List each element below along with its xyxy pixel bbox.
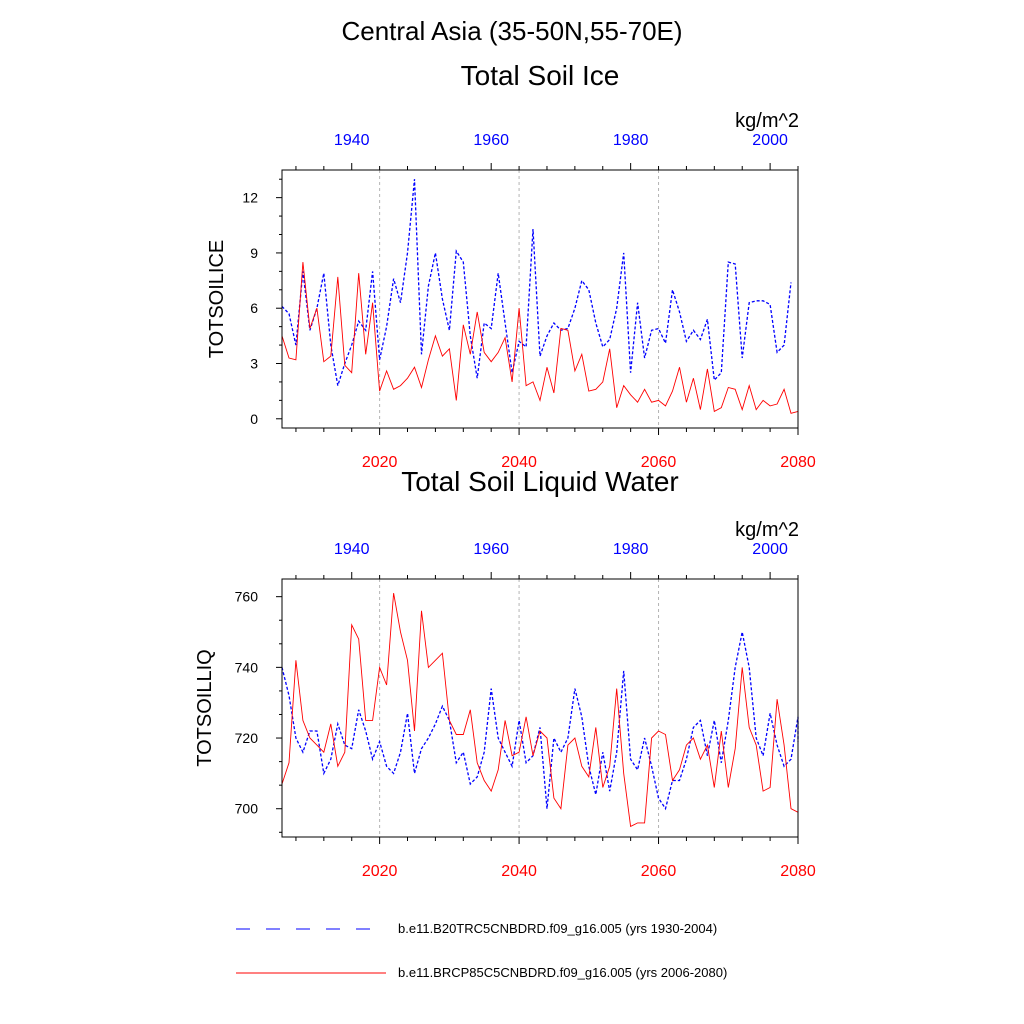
x-top-tick-label: 1960 <box>473 541 509 558</box>
x-top-tick-label: 1960 <box>473 132 509 149</box>
x-top-tick-label: 1980 <box>613 541 649 558</box>
legend-label-future: b.e11.BRCP85C5CNBDRD.f09_g16.005 (yrs 20… <box>398 965 727 980</box>
chart-main-title: Central Asia (35-50N,55-70E) <box>341 16 683 46</box>
panel1-title: Total Soil Ice <box>460 60 620 91</box>
x-top-tick-label: 1980 <box>613 132 649 149</box>
y-axis-title: TOTSOILICE <box>206 240 228 359</box>
panel-1: 0 3 6 9 12 2020 2040 2060 2080 1940 1960 1980 2000kg… <box>206 110 816 471</box>
x-top-tick-label: 2000 <box>752 132 788 149</box>
historical-series-line <box>281 631 799 811</box>
panel2-title: Total Soil Liquid Water <box>401 466 679 497</box>
panel-2: 700 720 740 760 2020 2040 2060 2080 1940 1960 1980… <box>194 519 816 880</box>
x-bottom-tick-label: 2080 <box>780 454 816 471</box>
x-bottom-tick-label: 2060 <box>641 863 677 880</box>
x-top-tick-label: 1940 <box>334 541 370 558</box>
x-bottom-tick-label: 2040 <box>501 863 537 880</box>
x-bottom-tick-label: 2040 <box>501 454 537 471</box>
y-tick-label: 12 <box>242 190 258 206</box>
historical-series-line <box>281 179 792 386</box>
x-bottom-tick-label: 2020 <box>362 454 398 471</box>
legend-label-historical: b.e11.B20TRC5CNBDRD.f09_g16.005 (yrs 193… <box>398 921 717 936</box>
future-series-line <box>281 593 799 828</box>
x-bottom-tick-label: 2020 <box>362 863 398 880</box>
x-top-tick-label: 1940 <box>334 132 370 149</box>
y-tick-label: 760 <box>235 589 259 605</box>
y-tick-label: 6 <box>250 300 258 316</box>
y-tick-label: 740 <box>235 659 259 675</box>
y-tick-label: 9 <box>250 245 258 261</box>
y-tick-label: 0 <box>250 411 258 427</box>
units-label: kg/m^2 <box>735 519 799 541</box>
y-tick-label: 720 <box>235 730 259 746</box>
units-label: kg/m^2 <box>735 110 799 132</box>
x-top-tick-label: 2000 <box>752 541 788 558</box>
y-axis-title: TOTSOILLIQ <box>194 649 216 766</box>
plot-frame <box>281 169 799 429</box>
x-bottom-tick-label: 2060 <box>641 454 677 471</box>
y-tick-label: 700 <box>235 801 259 817</box>
future-series-line <box>281 262 799 414</box>
legend: b.e11.B20TRC5CNBDRD.f09_g16.005 (yrs 193… <box>236 921 727 980</box>
x-bottom-tick-label: 2080 <box>780 863 816 880</box>
plot-frame <box>281 578 799 838</box>
y-tick-label: 3 <box>250 356 258 372</box>
